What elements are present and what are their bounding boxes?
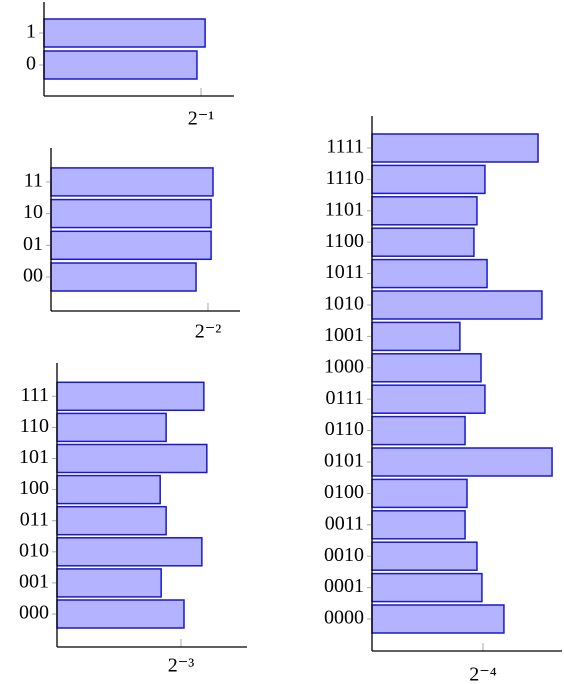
y-tick-label: 001 — [19, 570, 49, 592]
bar — [371, 510, 466, 540]
bar — [371, 447, 553, 477]
y-tick-label: 010 — [19, 539, 49, 561]
bar — [371, 321, 461, 352]
bar — [50, 167, 214, 197]
y-tick-label: 011 — [20, 508, 49, 530]
bar — [371, 196, 478, 226]
y-tick-label: 110 — [20, 415, 49, 437]
x-tick-label: 2⁻⁴ — [469, 664, 497, 684]
bar — [56, 568, 162, 598]
bar — [371, 164, 486, 195]
bar — [56, 412, 167, 443]
y-tick-label: 1001 — [324, 324, 364, 346]
bar — [56, 599, 185, 629]
bar — [50, 262, 197, 292]
y-tick-label: 0111 — [325, 387, 364, 409]
y-tick-label: 0110 — [325, 418, 364, 440]
bar — [371, 258, 488, 289]
bar — [371, 353, 482, 383]
bar — [43, 18, 206, 48]
y-tick-label: 01 — [23, 233, 43, 255]
bar — [371, 478, 468, 509]
bar — [371, 415, 466, 446]
y-tick-label: 1 — [26, 21, 36, 43]
bar — [56, 474, 161, 505]
bar — [56, 443, 208, 474]
x-tick-label: 2⁻¹ — [188, 108, 215, 130]
y-tick-label: 00 — [23, 265, 43, 287]
y-tick-label: 11 — [24, 169, 43, 191]
bar — [371, 133, 539, 163]
y-tick-label: 111 — [20, 384, 49, 406]
y-tick-label: 0010 — [324, 544, 364, 566]
y-tick-label: 101 — [19, 446, 49, 468]
y-tick-label: 1111 — [326, 136, 364, 158]
y-tick-label: 0011 — [325, 512, 364, 534]
y-tick-label: 0000 — [324, 607, 364, 629]
bar — [56, 537, 203, 567]
y-tick-label: 0 — [26, 53, 36, 75]
bar — [50, 230, 212, 261]
y-tick-label: 1010 — [324, 293, 364, 315]
y-tick-label: 1011 — [325, 261, 364, 283]
y-tick-label: 0100 — [324, 481, 364, 503]
bar — [371, 227, 475, 257]
bar — [371, 572, 483, 603]
y-tick-label: 0101 — [324, 450, 364, 472]
y-tick-label: 10 — [23, 201, 43, 223]
y-tick-label: 1100 — [325, 230, 364, 252]
x-tick-label: 2⁻² — [195, 321, 222, 343]
bar — [371, 290, 543, 320]
y-tick-label: 1000 — [324, 355, 364, 377]
bar — [371, 541, 478, 571]
y-tick-label: 1101 — [325, 198, 364, 220]
bar — [371, 604, 505, 634]
bar — [56, 505, 167, 536]
x-tick-label: 2⁻³ — [168, 655, 195, 677]
y-tick-label: 0001 — [324, 575, 364, 597]
bar — [56, 381, 205, 412]
bar — [43, 50, 198, 80]
y-tick-label: 100 — [19, 477, 49, 499]
y-tick-label: 1110 — [325, 167, 364, 189]
bar — [371, 384, 486, 414]
y-tick-label: 000 — [19, 602, 49, 624]
bar — [50, 198, 212, 229]
